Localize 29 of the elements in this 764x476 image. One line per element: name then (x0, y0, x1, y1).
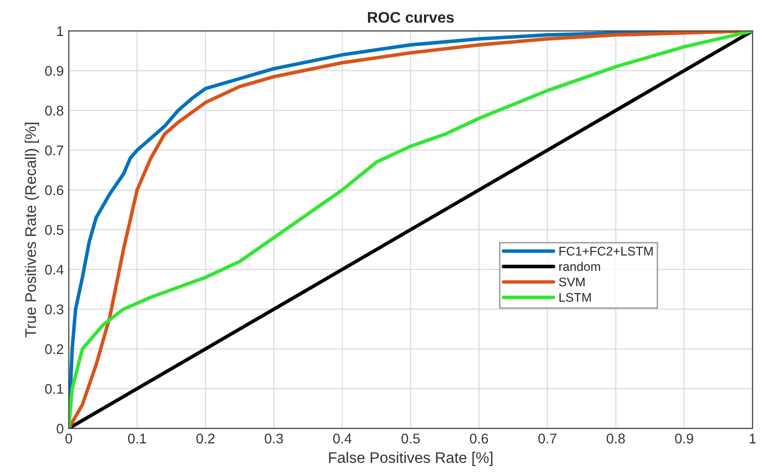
legend-label: SVM (559, 278, 585, 286)
y-tick-label: 0.7 (45, 146, 64, 156)
x-tick-label: 0.4 (333, 434, 352, 444)
x-tick-label: 0.9 (675, 434, 694, 444)
x-tick-label: 0.6 (470, 434, 488, 444)
x-tick-label: 0 (65, 434, 72, 444)
x-tick-label: 0.3 (264, 434, 283, 444)
y-tick-label: 0.6 (45, 185, 64, 196)
y-tick-label: 0.8 (45, 106, 64, 116)
y-axis-title: True Positives Rate (Recall) [%] (24, 122, 40, 338)
y-tick-label: 0 (56, 424, 64, 434)
x-tick-label: 0.1 (128, 434, 146, 444)
y-tick-label: 1 (57, 26, 64, 36)
chart-title: ROC curves (368, 12, 454, 23)
y-tick-label: 0.2 (45, 344, 64, 354)
x-tick-label: 0.8 (606, 434, 625, 444)
y-tick-label: 0.3 (45, 304, 64, 314)
legend-label: random (559, 262, 600, 272)
y-tick-label: 0.5 (45, 225, 64, 235)
y-tick-label: 0.9 (45, 66, 64, 76)
y-tick-label: 0.1 (45, 384, 64, 394)
x-axis-title: False Positives Rate [%] (329, 452, 492, 466)
x-tick-label: 1 (750, 434, 756, 444)
y-tick-label: 0.4 (45, 264, 64, 275)
x-tick-label: 0.2 (196, 434, 214, 444)
legend-label: LSTM (560, 292, 591, 302)
legend-label: FC1+FC2+LSTM (560, 246, 653, 256)
x-tick-label: 0.7 (538, 434, 556, 444)
x-tick-label: 0.5 (402, 434, 420, 444)
